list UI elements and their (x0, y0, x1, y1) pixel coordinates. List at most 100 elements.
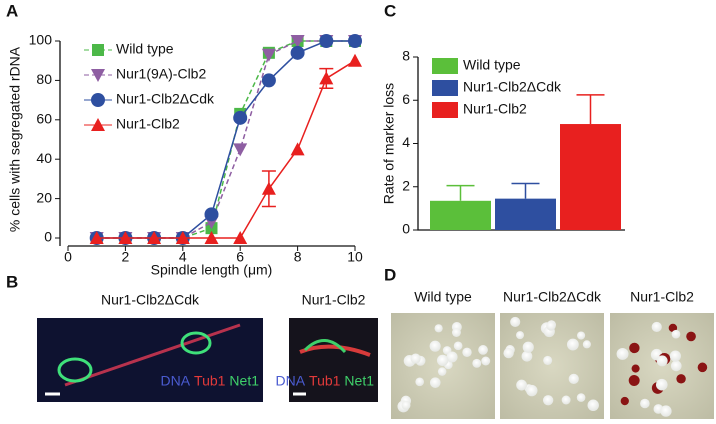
marker (233, 143, 248, 157)
image-title: Nur1-Clb2 (630, 289, 694, 305)
colony (631, 364, 640, 373)
colony (453, 341, 463, 351)
panel-label: A (6, 1, 18, 20)
legend-label: Nur1-Clb2 (463, 101, 527, 117)
legend-label: Wild type (463, 57, 521, 73)
y-tick-label: 100 (29, 32, 53, 48)
colony (656, 355, 668, 367)
y-tick-label: 40 (36, 150, 52, 166)
image-title: Nur1-Clb2ΔCdk (503, 289, 602, 305)
x-tick-label: 8 (294, 249, 302, 265)
nucleolus (57, 357, 93, 383)
colony (587, 399, 599, 411)
colony (546, 321, 556, 331)
series-line (96, 60, 356, 239)
colony (510, 316, 521, 328)
marker (89, 231, 104, 244)
marker (204, 207, 219, 222)
spindle (64, 323, 241, 387)
colony (429, 340, 441, 352)
colony (582, 340, 591, 349)
y-tick-label: 80 (36, 71, 52, 87)
y-tick-label: 6 (402, 91, 410, 107)
colony (429, 377, 441, 388)
colony (628, 375, 640, 386)
colony (542, 395, 554, 406)
image-title: Wild type (414, 289, 472, 305)
x-tick-label: 2 (122, 249, 130, 265)
marker (261, 181, 276, 195)
colony (660, 405, 672, 417)
image-title: Nur1-Clb2 (302, 292, 366, 308)
colony (616, 347, 629, 360)
legend-marker (91, 69, 105, 82)
marker (290, 142, 305, 156)
colony (620, 396, 629, 406)
colony (576, 393, 586, 402)
y-tick-label: 0 (402, 221, 410, 237)
y-tick-label: 20 (36, 189, 52, 205)
colony (503, 347, 514, 359)
colony (478, 345, 488, 355)
colony (481, 356, 491, 366)
colony (640, 398, 650, 409)
x-tick-label: 4 (179, 249, 187, 265)
legend-marker (92, 44, 104, 56)
y-axis-label: Rate of marker loss (381, 83, 397, 204)
channel-label: Tub1 (194, 373, 226, 389)
colony (522, 341, 534, 353)
marker (233, 110, 248, 125)
colony (655, 378, 668, 391)
marker (319, 34, 334, 48)
bar (560, 124, 621, 230)
legend-label: Nur1-Clb2ΔCdk (463, 79, 562, 95)
image-title: Nur1-Clb2ΔCdk (101, 292, 200, 308)
colony (452, 328, 461, 337)
marker (204, 231, 219, 244)
panel-label: B (6, 272, 18, 291)
error-bar (576, 94, 605, 125)
colony (472, 358, 482, 368)
legend-swatch (432, 80, 458, 96)
error-bar (511, 182, 540, 199)
colony (446, 351, 458, 363)
colony (410, 353, 421, 364)
channel-label: Net1 (344, 373, 374, 389)
channel-label: DNA (275, 373, 305, 389)
colony (436, 354, 449, 367)
bar (430, 200, 491, 230)
marker (147, 231, 162, 244)
colony (561, 395, 571, 405)
colony (568, 373, 579, 385)
legend-label: Nur1-Clb2ΔCdk (116, 91, 215, 107)
legend-label: Wild type (116, 41, 174, 57)
legend-swatch (432, 58, 458, 74)
colony (516, 379, 527, 391)
x-axis-label: Spindle length (μm) (151, 262, 273, 278)
marker (290, 35, 305, 48)
colonies (397, 316, 708, 417)
marker (261, 48, 276, 62)
colony (521, 350, 533, 362)
marker (118, 231, 133, 244)
y-tick-label: 60 (36, 111, 52, 127)
colony (437, 367, 447, 376)
colony (697, 362, 708, 373)
marker (261, 73, 276, 88)
marker (290, 45, 305, 60)
marker (348, 53, 362, 67)
colony (651, 321, 662, 333)
colony (415, 377, 425, 387)
y-tick-label: 4 (402, 134, 410, 150)
x-tick-label: 6 (236, 249, 244, 265)
x-tick-label: 0 (64, 249, 72, 265)
colony (434, 324, 443, 333)
colony (566, 338, 579, 351)
colony (462, 347, 472, 358)
colony (671, 329, 681, 339)
error-bar (446, 184, 475, 201)
colony (543, 355, 553, 365)
nucleolus (303, 339, 347, 354)
channel-label: Net1 (229, 373, 259, 389)
